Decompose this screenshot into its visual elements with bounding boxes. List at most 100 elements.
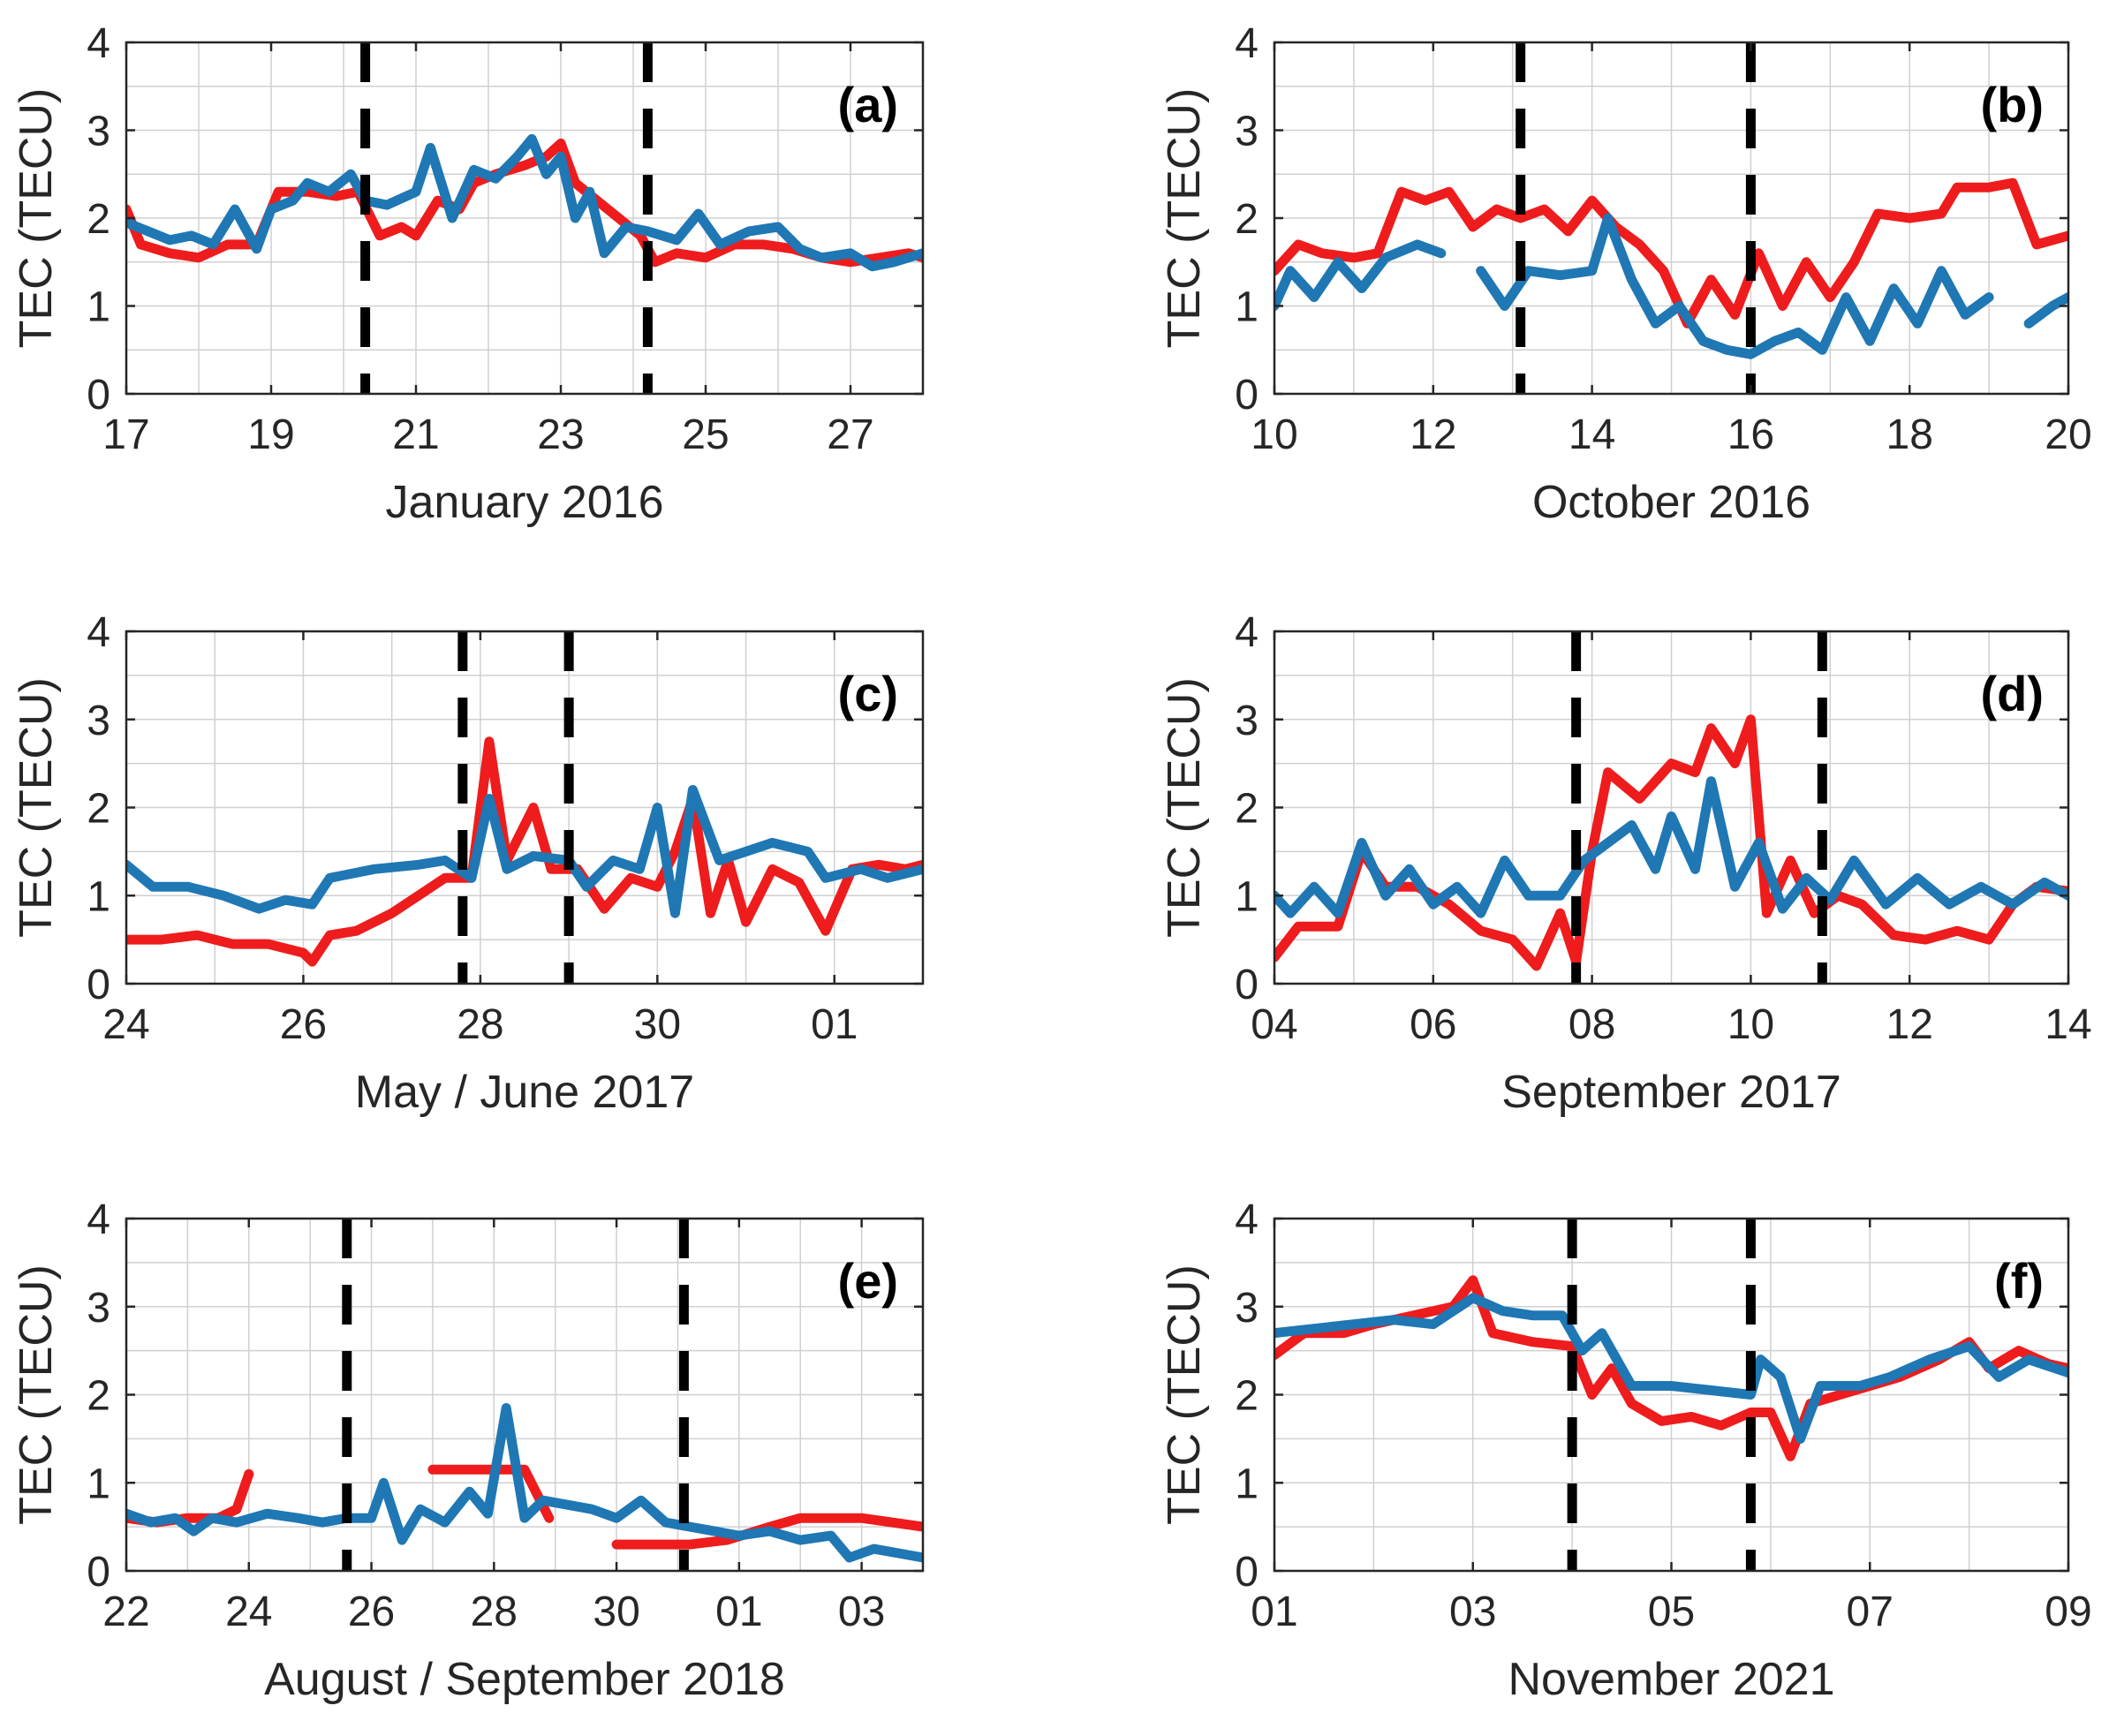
y-tick-label: 0	[1235, 962, 1259, 1008]
x-axis-label: May / June 2017	[355, 1067, 694, 1118]
panel-label: (b)	[1980, 77, 2044, 132]
y-tick-label: 3	[87, 698, 110, 744]
x-tick-label: 21	[392, 411, 439, 458]
x-tick-label: 01	[1251, 1589, 1297, 1635]
blue-series-line	[126, 133, 923, 272]
x-tick-label: 01	[811, 1001, 858, 1048]
x-tick-label: 12	[1886, 1001, 1933, 1048]
x-tick-label: 27	[827, 411, 873, 458]
y-axis-label: TEC (TECU)	[11, 1264, 62, 1525]
blue-series-line	[1274, 1293, 2068, 1444]
panel-label: (e)	[838, 1253, 898, 1309]
x-tick-label: 26	[348, 1589, 395, 1635]
red-series-line	[1274, 177, 2068, 328]
red-series-line	[126, 736, 923, 967]
y-tick-label: 1	[87, 1461, 110, 1507]
x-axis-label: October 2016	[1532, 477, 1810, 528]
series-group	[1274, 177, 2068, 359]
y-tick-label: 0	[87, 962, 110, 1008]
y-tick-label: 4	[1235, 1196, 1259, 1243]
panel-label: (a)	[838, 77, 898, 132]
series-group	[126, 736, 923, 967]
y-tick-label: 1	[87, 284, 110, 331]
y-tick-label: 0	[87, 372, 110, 419]
x-tick-label: 26	[280, 1001, 327, 1048]
x-tick-label: 01	[715, 1589, 762, 1635]
red-series-line	[126, 138, 923, 268]
panel-label: (f)	[1994, 1253, 2044, 1309]
panel-label: (d)	[1980, 666, 2044, 721]
x-tick-label: 05	[1648, 1589, 1695, 1635]
series-group	[1274, 1275, 2068, 1461]
x-tick-label: 25	[682, 411, 729, 458]
x-tick-label: 30	[634, 1001, 681, 1048]
blue-series-line	[126, 785, 923, 918]
y-tick-label: 4	[1235, 609, 1259, 656]
x-tick-label: 10	[1727, 1001, 1774, 1048]
y-tick-label: 1	[1235, 1461, 1259, 1507]
blue-series-line	[126, 1403, 923, 1563]
y-tick-label: 4	[87, 1196, 110, 1243]
y-tick-label: 2	[87, 786, 110, 833]
x-tick-label: 23	[537, 411, 584, 458]
y-tick-label: 0	[1235, 1549, 1259, 1596]
x-tick-label: 14	[2045, 1001, 2091, 1048]
x-tick-label: 12	[1410, 411, 1456, 458]
grid	[125, 630, 924, 985]
x-tick-label: 08	[1569, 1001, 1615, 1048]
x-tick-label: 14	[1569, 411, 1615, 458]
y-axis-label: TEC (TECU)	[1159, 677, 1210, 938]
y-tick-label: 2	[1235, 196, 1259, 243]
x-axis-label: November 2021	[1508, 1654, 1835, 1705]
y-tick-label: 4	[1235, 20, 1259, 67]
x-tick-label: 18	[1886, 411, 1933, 458]
x-tick-label: 17	[102, 411, 149, 458]
y-tick-label: 3	[87, 109, 110, 155]
x-tick-label: 28	[457, 1001, 503, 1048]
panel-label: (c)	[838, 666, 898, 721]
grid	[1274, 1218, 2069, 1572]
y-tick-label: 1	[1235, 873, 1259, 920]
y-axis-label: TEC (TECU)	[1159, 1264, 1210, 1525]
y-tick-label: 2	[1235, 1373, 1259, 1420]
x-tick-label: 06	[1410, 1001, 1456, 1048]
x-axis-label: September 2017	[1501, 1067, 1841, 1118]
x-tick-label: 22	[102, 1589, 149, 1635]
series-group	[126, 1403, 923, 1563]
x-tick-label: 03	[838, 1589, 885, 1635]
x-tick-label: 04	[1251, 1001, 1297, 1048]
y-tick-label: 4	[87, 20, 110, 67]
y-axis-label: TEC (TECU)	[1159, 88, 1210, 349]
x-tick-label: 30	[593, 1589, 639, 1635]
x-tick-label: 09	[2045, 1589, 2091, 1635]
grid	[125, 42, 924, 395]
x-tick-label: 10	[1251, 411, 1297, 458]
blue-series-line	[1274, 776, 2068, 918]
y-tick-label: 3	[87, 1285, 110, 1332]
y-tick-label: 3	[1235, 698, 1259, 744]
x-tick-label: 03	[1449, 1589, 1496, 1635]
y-tick-label: 3	[1235, 109, 1259, 155]
y-axis-label: TEC (TECU)	[11, 677, 62, 938]
y-tick-label: 2	[87, 1373, 110, 1420]
x-tick-label: 07	[1847, 1589, 1894, 1635]
y-tick-label: 3	[1235, 1285, 1259, 1332]
series-group	[1274, 714, 2068, 971]
x-tick-label: 20	[2045, 411, 2091, 458]
y-tick-label: 1	[87, 873, 110, 920]
x-axis-label: January 2016	[385, 477, 663, 528]
x-tick-label: 16	[1727, 411, 1774, 458]
x-axis-label: August / September 2018	[264, 1654, 785, 1705]
x-tick-label: 24	[225, 1589, 272, 1635]
y-tick-label: 2	[87, 196, 110, 243]
y-tick-label: 0	[1235, 372, 1259, 419]
x-tick-label: 19	[247, 411, 294, 458]
blue-series-line	[1274, 213, 2068, 359]
series-group	[126, 133, 923, 272]
